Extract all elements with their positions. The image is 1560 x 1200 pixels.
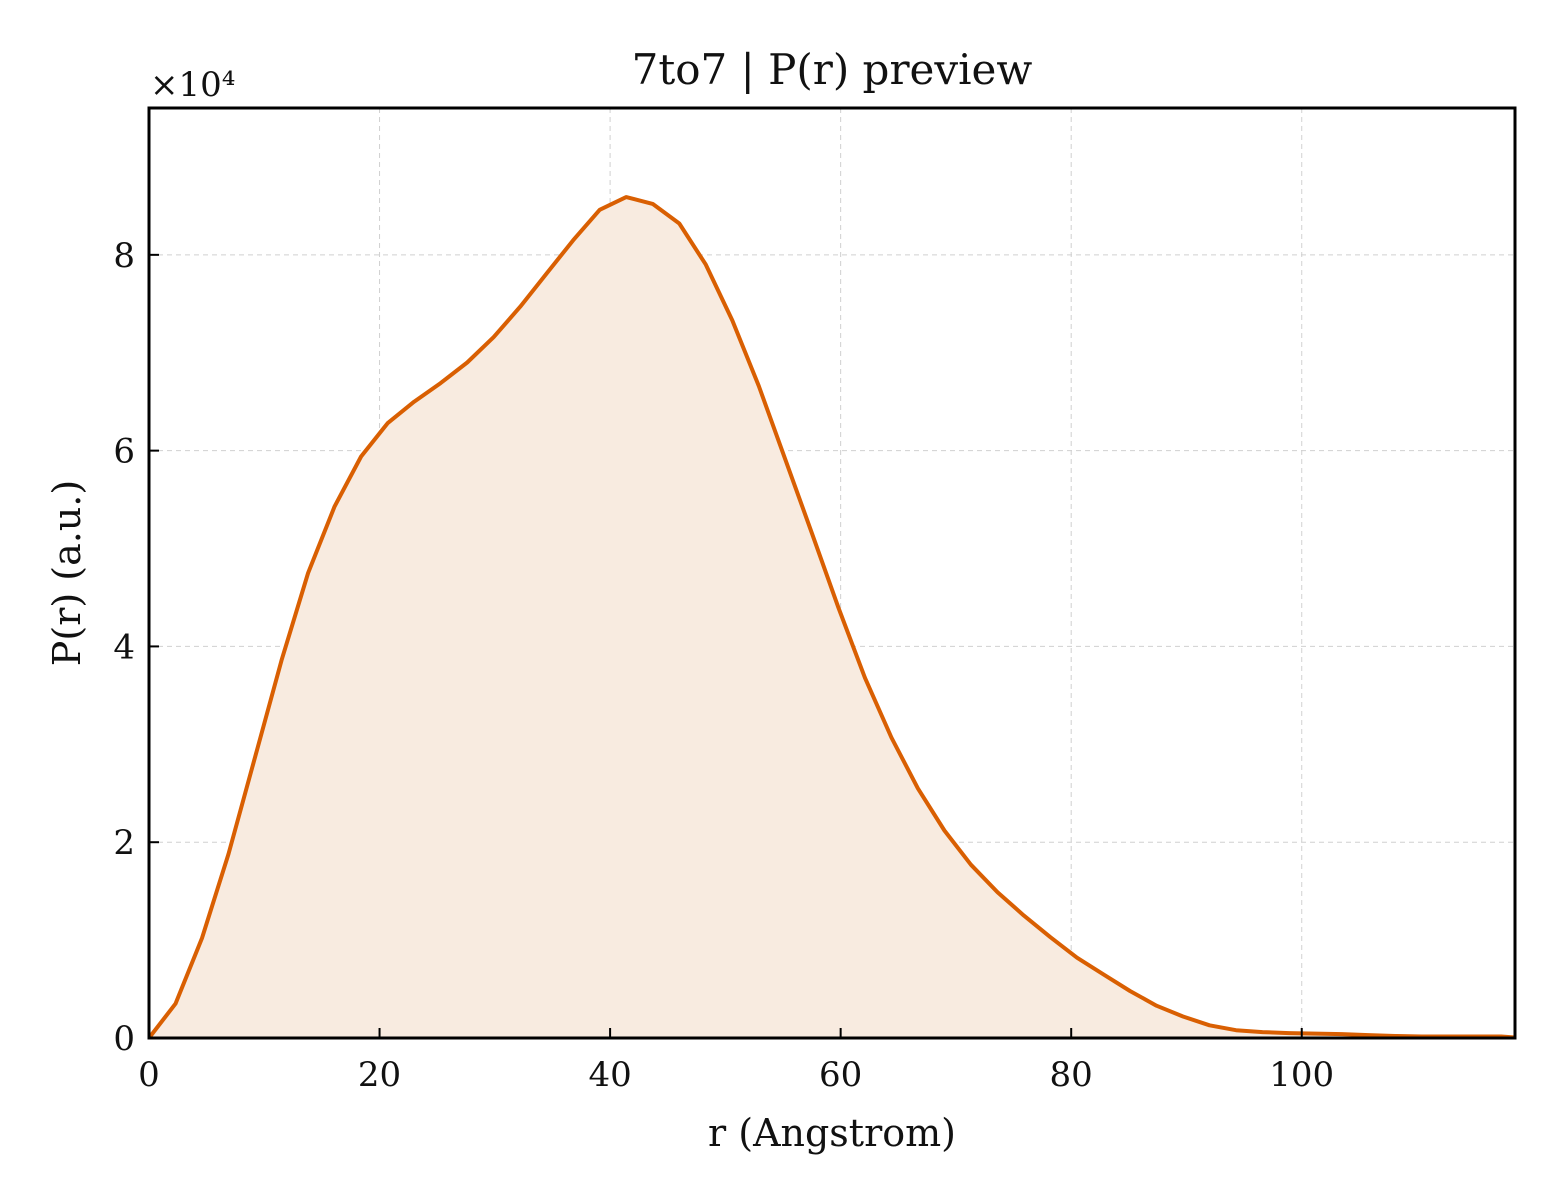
y-tick-label: 8: [113, 236, 135, 276]
plot-frame: [147, 106, 1517, 1040]
y-tick-label: 0: [113, 1019, 135, 1059]
x-tick-label: 20: [358, 1055, 401, 1095]
y-offset-label: ×10⁴: [150, 65, 235, 105]
y-tick-label: 4: [113, 627, 135, 667]
x-tick-label: 100: [1269, 1055, 1334, 1095]
y-axis-label: P(r) (a.u.): [45, 480, 89, 666]
chart-title: 7to7 | P(r) preview: [632, 45, 1033, 94]
y-tick-label: 6: [113, 432, 135, 472]
x-axis-label: r (Angstrom): [708, 1111, 956, 1155]
pr-area-fill: [149, 197, 1515, 1039]
x-tick-label: 80: [1050, 1055, 1093, 1095]
axis-ticks: 0 20 40 60 80 100 0 2 4 6 8: [113, 236, 1334, 1095]
x-tick-label: 40: [588, 1055, 631, 1095]
y-tick-label: 2: [113, 823, 135, 863]
x-tick-label: 0: [138, 1055, 160, 1095]
pr-series-line: [147, 195, 1516, 1040]
x-tick-label: 60: [819, 1055, 862, 1095]
